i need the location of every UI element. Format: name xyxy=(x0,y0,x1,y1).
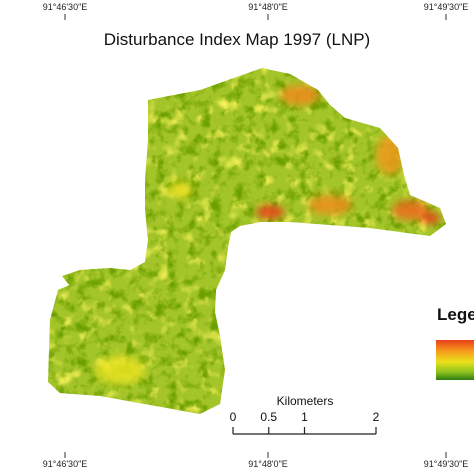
coordinate-label: 91°46'30"E xyxy=(43,2,88,12)
scale-tick-label: 0 xyxy=(230,410,237,424)
bottom-coordinates: 91°46'30"E 91°48'0"E 91°49'30"E xyxy=(43,459,469,469)
scale-tick-label: 1 xyxy=(301,410,308,424)
legend-swatch xyxy=(436,340,474,380)
scale-bar-title: Kilometers xyxy=(277,394,334,408)
coordinate-label: 91°49'30"E xyxy=(424,459,469,469)
map-title: Disturbance Index Map 1997 (LNP) xyxy=(104,30,370,49)
scale-tick-label: 0.5 xyxy=(260,410,277,424)
scale-tick-label: 2 xyxy=(373,410,380,424)
disturbance-raster xyxy=(48,68,446,414)
frame-ticks xyxy=(64,14,447,458)
top-coordinates: 91°46'30"E 91°48'0"E 91°49'30"E xyxy=(43,2,469,12)
scale-bar: 0 0.5 1 2 xyxy=(230,410,380,435)
legend-title: Legend xyxy=(437,305,474,324)
coordinate-label: 91°49'30"E xyxy=(424,2,469,12)
coordinate-label: 91°46'30"E xyxy=(43,459,88,469)
coordinate-label: 91°48'0"E xyxy=(248,2,288,12)
coordinate-label: 91°48'0"E xyxy=(248,459,288,469)
